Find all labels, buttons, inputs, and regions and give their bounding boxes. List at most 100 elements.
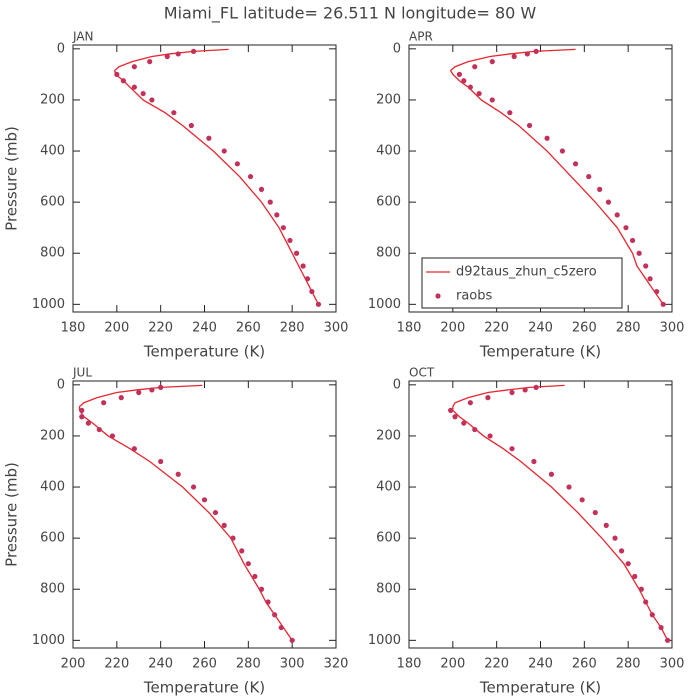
x-tick-label: 220 <box>484 321 509 336</box>
x-tick-label: 180 <box>61 321 86 336</box>
raob-point <box>586 173 592 180</box>
raob-point <box>592 509 598 516</box>
raob-point <box>114 71 120 77</box>
y-tick-label: 800 <box>40 246 65 261</box>
x-tick-label: 240 <box>528 657 553 672</box>
x-tick-label: 240 <box>148 657 173 672</box>
plot-frame <box>408 380 673 649</box>
raob-point <box>140 90 146 97</box>
raob-point <box>643 263 649 269</box>
raob-point <box>247 173 254 180</box>
raob-point <box>221 522 227 528</box>
raob-point <box>467 84 473 90</box>
raob-point <box>579 497 585 503</box>
raob-point <box>544 135 550 141</box>
raob-point <box>448 407 454 413</box>
raob-point <box>461 78 467 84</box>
raob-point <box>201 497 208 503</box>
raob-point <box>274 212 280 218</box>
raob-point <box>171 110 177 116</box>
y-tick-label: 600 <box>376 195 401 210</box>
y-tick-label: 1000 <box>32 633 65 648</box>
raob-point <box>476 90 482 97</box>
raob-point <box>487 433 493 439</box>
raob-point <box>164 53 170 60</box>
x-tick-label: 260 <box>572 657 597 672</box>
raob-point <box>309 288 315 295</box>
raob-point <box>158 458 164 465</box>
raob-point <box>96 426 102 433</box>
x-tick-label: 300 <box>280 657 305 672</box>
y-tick-label: 400 <box>376 480 401 495</box>
raob-point <box>614 212 620 218</box>
raob-point <box>489 97 495 103</box>
raob-point <box>300 263 306 269</box>
raob-point <box>636 250 642 256</box>
raob-point <box>612 535 618 541</box>
raob-point <box>118 395 124 401</box>
raob-point <box>597 186 603 192</box>
profile-line <box>113 48 320 305</box>
profile-line <box>449 48 664 305</box>
raob-point <box>212 509 219 516</box>
raob-point <box>647 276 653 282</box>
x-tick-label: 180 <box>397 657 422 672</box>
raob-point <box>188 122 194 129</box>
raob-point <box>461 420 467 426</box>
x-tick-label: 220 <box>104 657 129 672</box>
panel: APR Temperature (K) 180 200 220 240 260 280 300 0… <box>368 30 685 361</box>
y-tick-label: 400 <box>40 144 65 159</box>
raob-point <box>625 561 631 567</box>
raob-point <box>533 48 539 54</box>
raob-point <box>272 612 278 618</box>
raob-point <box>533 384 539 390</box>
profile-line <box>78 384 293 641</box>
x-tick-label: 240 <box>192 321 217 336</box>
raob-point <box>278 624 284 631</box>
y-axis-label: Pressure (mb) <box>3 126 21 231</box>
y-tick-label: 400 <box>376 144 401 159</box>
y-tick-label: 1000 <box>32 297 65 312</box>
y-tick-label: 600 <box>40 195 65 210</box>
panel-title: JAN <box>72 30 94 44</box>
x-tick-label: 220 <box>148 321 173 336</box>
raob-point <box>190 484 197 490</box>
raob-point <box>85 420 91 426</box>
raob-point <box>131 446 137 452</box>
panel-title: OCT <box>409 366 435 380</box>
y-tick-label: 0 <box>393 41 401 56</box>
raob-point <box>149 97 155 103</box>
raob-point <box>548 471 555 477</box>
raob-point <box>526 122 533 129</box>
raob-point <box>629 237 636 244</box>
raob-point <box>175 471 181 477</box>
raob-point <box>507 110 513 116</box>
y-tick-label: 0 <box>393 377 401 392</box>
raob-point <box>221 148 227 154</box>
x-tick-label: 280 <box>236 657 261 672</box>
raob-point <box>485 395 491 401</box>
x-tick-label: 280 <box>616 657 641 672</box>
raob-point <box>265 599 271 605</box>
x-tick-label: 200 <box>440 321 465 336</box>
raob-point <box>109 433 116 439</box>
raob-point <box>239 548 245 554</box>
x-tick-label: 200 <box>61 657 86 672</box>
y-tick-label: 200 <box>40 92 65 107</box>
panel: JUL Temperature (K) Pressure (mb) 200 220 240… <box>3 366 349 697</box>
raob-point <box>638 586 644 592</box>
plot-frame <box>72 44 337 313</box>
x-tick-label: 320 <box>324 657 349 672</box>
y-tick-label: 800 <box>376 582 401 597</box>
raob-point <box>304 276 311 282</box>
x-axis-label: Temperature (K) <box>143 679 265 697</box>
panel-title: APR <box>409 30 433 44</box>
raob-point <box>147 59 153 65</box>
y-tick-label: 200 <box>40 428 65 443</box>
x-tick-label: 280 <box>616 321 641 336</box>
raob-point <box>658 624 664 631</box>
x-tick-label: 240 <box>528 321 553 336</box>
legend-label: d92taus_zhun_c5zero <box>456 265 597 280</box>
legend-box <box>421 257 623 309</box>
x-tick-label: 220 <box>484 657 509 672</box>
